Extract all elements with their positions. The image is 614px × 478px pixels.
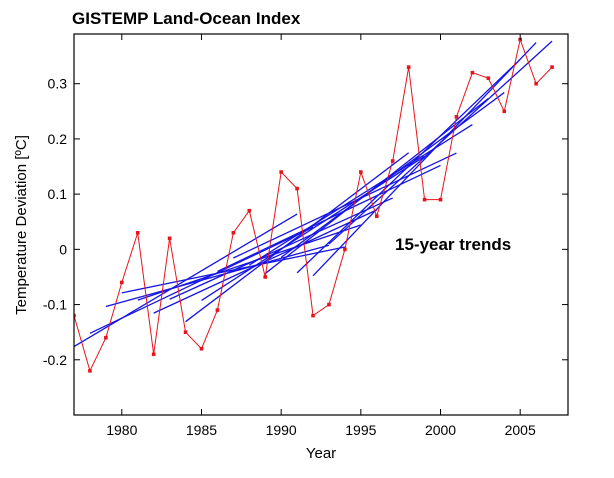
trend-line — [105, 244, 330, 308]
data-point — [454, 115, 459, 119]
data-point — [231, 230, 236, 235]
trend-line — [328, 40, 553, 245]
x-axis-ticks: 1980 1985 1990 1995 2000 2005 — [106, 34, 536, 438]
data-point — [199, 346, 204, 351]
x-tick-label: 1990 — [266, 422, 297, 438]
data-point — [295, 186, 299, 191]
x-tick-label: 1980 — [106, 422, 137, 438]
data-point — [502, 109, 507, 114]
trend-line — [280, 92, 505, 258]
trend-line — [185, 152, 410, 323]
data-point — [247, 208, 252, 213]
data-point — [135, 230, 140, 235]
data-point — [470, 70, 475, 75]
chart-title: GISTEMP Land-Ocean Index — [72, 9, 301, 28]
data-point — [486, 76, 491, 80]
data-point — [263, 275, 268, 279]
y-axis-label: Temperature Deviation [ºC] — [13, 135, 30, 315]
y-tick-label: -0.2 — [43, 352, 67, 368]
data-point — [311, 313, 315, 318]
trend-line — [312, 42, 537, 277]
y-tick-label: 0.2 — [48, 131, 68, 147]
data-point — [327, 302, 331, 307]
data-point — [406, 65, 411, 69]
data-point — [151, 352, 156, 357]
data-point — [359, 170, 363, 174]
temperature-series-line — [74, 37, 553, 373]
x-tick-label: 1985 — [186, 422, 217, 438]
x-tick-label: 2005 — [505, 422, 536, 438]
data-point — [534, 81, 538, 86]
data-point — [343, 247, 347, 252]
data-point — [167, 236, 172, 241]
x-tick-label: 1995 — [345, 422, 376, 438]
data-series-group — [74, 37, 554, 373]
data-point — [215, 308, 220, 312]
data-point — [550, 65, 554, 69]
data-point — [183, 330, 188, 334]
data-point — [104, 335, 108, 340]
y-tick-label: 0.1 — [48, 186, 68, 202]
data-point — [422, 197, 427, 202]
data-point — [279, 170, 283, 174]
trend-line — [217, 164, 441, 273]
plot-frame — [73, 33, 569, 416]
data-point — [390, 159, 395, 163]
x-tick-label: 2000 — [425, 422, 456, 438]
y-tick-label: -0.1 — [43, 297, 67, 313]
y-tick-label: 0.3 — [48, 76, 68, 92]
trend-annotation: 15-year trends — [395, 235, 511, 254]
trend-lines-group — [74, 40, 553, 348]
x-axis-label: Year — [306, 445, 336, 462]
y-tick-label: 0 — [59, 241, 67, 257]
y-axis-ticks: -0.2 -0.1 0 0.1 0.2 0.3 — [43, 76, 568, 368]
data-point — [438, 197, 443, 202]
data-point — [374, 214, 379, 219]
data-point — [74, 313, 76, 318]
data-point — [88, 369, 92, 373]
data-point — [120, 280, 124, 285]
trend-line — [296, 58, 521, 274]
trend-line — [201, 155, 425, 301]
